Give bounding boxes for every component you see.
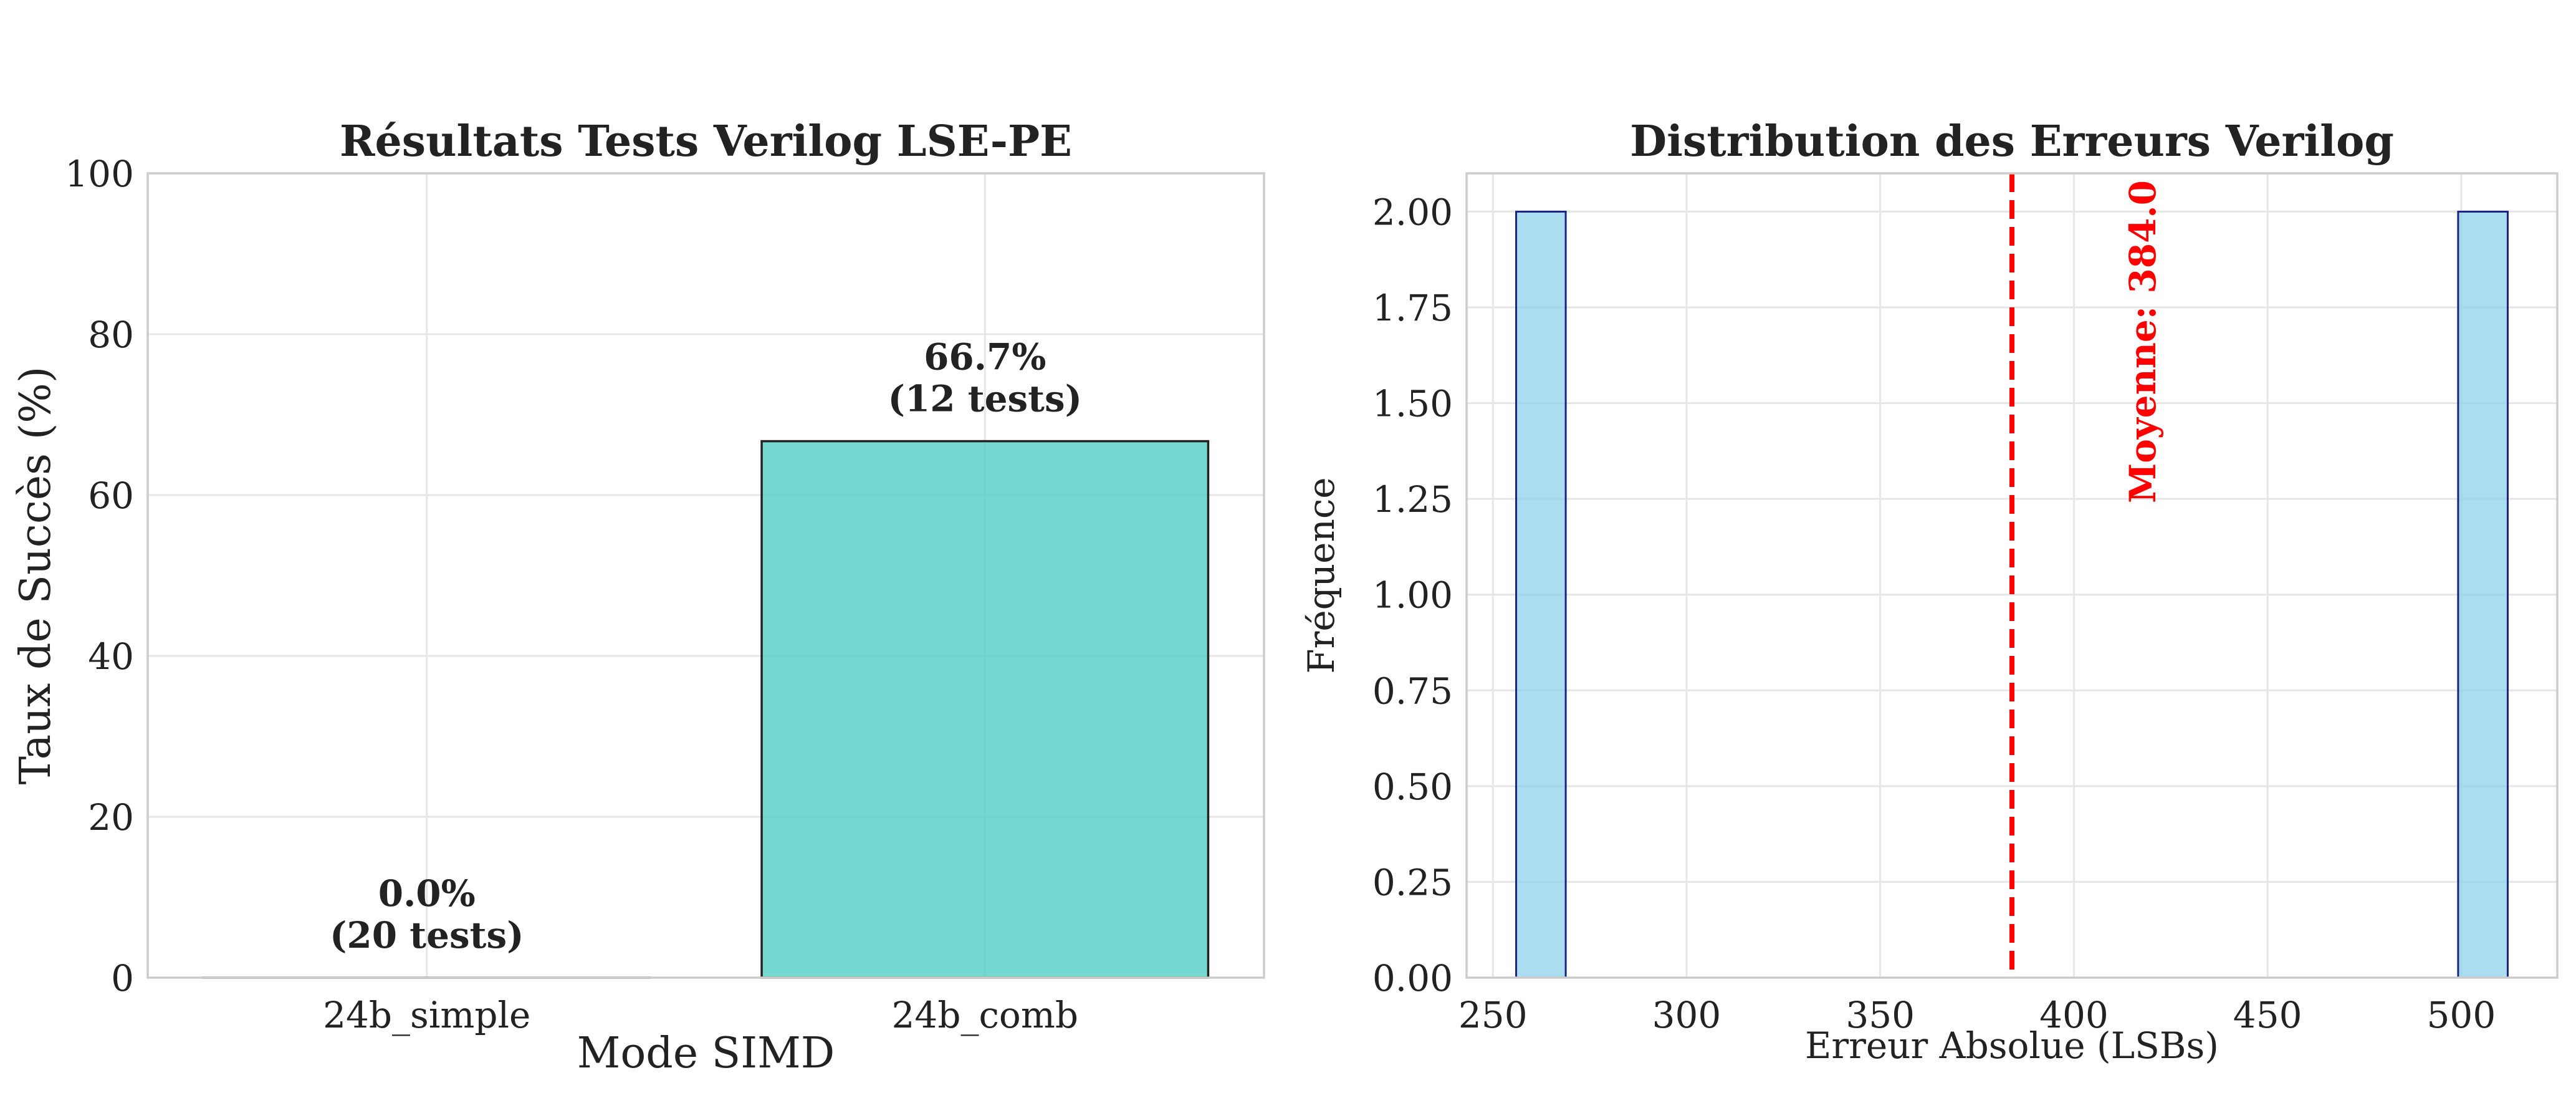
x-tick-label: 300: [1652, 994, 1721, 1036]
y-tick-label: 0.75: [1372, 670, 1453, 712]
chart-title: Distribution des Erreurs Verilog: [1630, 117, 2394, 166]
y-tick-label: 80: [88, 314, 134, 356]
y-tick-label: 20: [88, 796, 134, 839]
plot-frame: [1465, 172, 2559, 979]
y-tick-label: 40: [88, 635, 134, 678]
y-tick-label: 1.00: [1372, 574, 1453, 617]
bar-count-label: (12 tests): [888, 378, 1082, 420]
y-tick-label: 1.50: [1372, 383, 1453, 425]
x-axis-label: Erreur Absolue (LSBs): [1805, 1024, 2219, 1067]
y-axis-label: Taux de Succès (%): [11, 367, 60, 785]
x-tick-label: 350: [1846, 994, 1915, 1036]
success-rate-chart: 0 20 40 60 80 100 24b_simple 24b_comb 0.0%(20 te…: [11, 117, 1265, 1078]
y-tick-label: 100: [65, 153, 134, 195]
y-tick-label: 2.00: [1372, 191, 1453, 233]
y-tick-label: 1.75: [1372, 287, 1453, 329]
x-tick-label: 24b_simple: [323, 994, 530, 1036]
histogram-bar: [2457, 210, 2509, 979]
x-tick-label: 24b_comb: [892, 994, 1078, 1036]
bar-count-label: (20 tests): [330, 914, 524, 956]
mean-line-label: Moyenne: 384.0: [2122, 180, 2164, 503]
x-tick-label: 450: [2233, 994, 2302, 1036]
y-tick-label: 1.25: [1372, 478, 1453, 521]
x-tick-label: 500: [2427, 994, 2496, 1036]
y-axis-label: Fréquence: [1300, 477, 1343, 673]
y-tick-label: 0.25: [1372, 861, 1453, 903]
histogram-bar: [1515, 210, 1567, 979]
error-histogram-chart: 0.00 0.25 0.50 0.75 1.00 1.25 1.50 1.75 2.00 250 3…: [1300, 117, 2559, 1067]
bar-value-label: 0.0%: [378, 872, 476, 915]
plot-frame: [146, 172, 1265, 979]
y-tick-label: 0.00: [1372, 957, 1453, 999]
x-tick-label: 250: [1458, 994, 1528, 1036]
bar-24b_comb: [760, 440, 1210, 979]
chart-title: Résultats Tests Verilog LSE-PE: [340, 117, 1072, 166]
x-axis-label: Mode SIMD: [577, 1029, 835, 1078]
x-tick-label: 400: [2039, 994, 2109, 1036]
y-tick-label: 60: [88, 474, 134, 517]
y-tick-label: 0: [111, 957, 134, 999]
bar-value-label: 66.7%: [924, 336, 1046, 378]
y-tick-label: 0.50: [1372, 766, 1453, 808]
